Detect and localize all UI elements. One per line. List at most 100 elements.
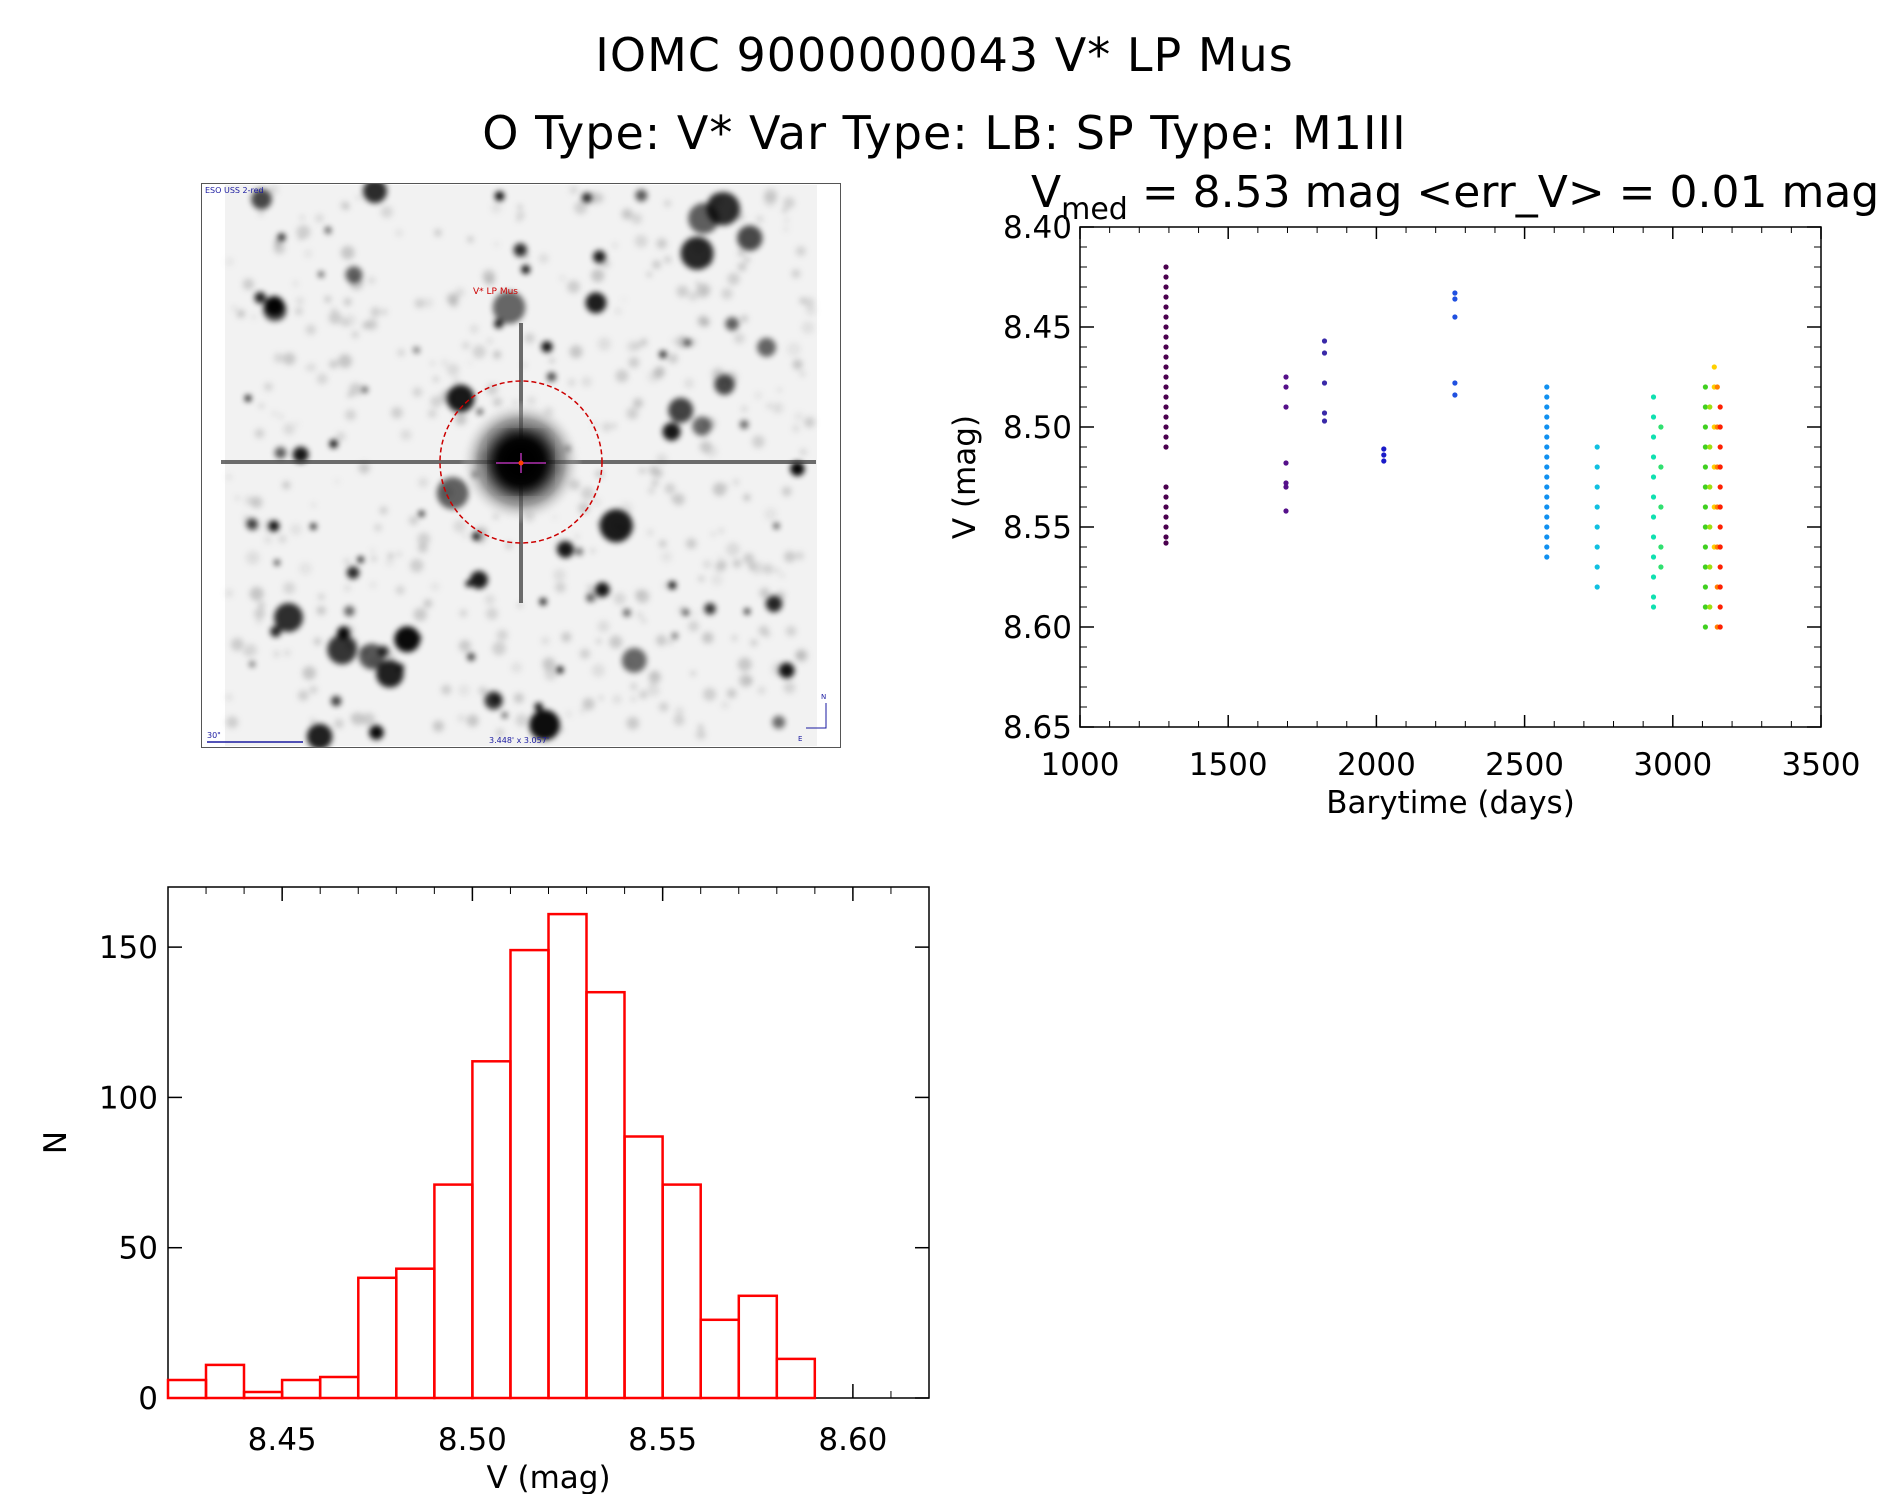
field-star bbox=[757, 337, 777, 357]
field-star bbox=[344, 605, 355, 617]
histogram-bar bbox=[737, 1294, 779, 1400]
data-point bbox=[1711, 464, 1717, 470]
data-point bbox=[1452, 296, 1458, 302]
data-point bbox=[1163, 534, 1169, 540]
data-point bbox=[1717, 584, 1723, 590]
data-point bbox=[1702, 384, 1708, 390]
data-point bbox=[1163, 264, 1169, 270]
field-star bbox=[557, 541, 574, 558]
field-star bbox=[556, 666, 564, 674]
object-type-line: O Type: V* Var Type: LB: SP Type: M1III bbox=[482, 106, 1407, 160]
data-point bbox=[1544, 484, 1550, 490]
y-tick-label: 8.60 bbox=[1003, 610, 1072, 646]
data-point bbox=[1163, 274, 1169, 280]
field-star bbox=[476, 408, 484, 416]
data-point bbox=[1714, 464, 1720, 470]
field-star bbox=[594, 582, 610, 598]
data-point bbox=[1702, 464, 1708, 470]
data-point bbox=[1163, 414, 1169, 420]
data-point bbox=[1658, 544, 1664, 550]
field-star bbox=[765, 595, 783, 613]
data-point bbox=[1650, 574, 1657, 580]
field-star bbox=[277, 233, 286, 242]
data-point bbox=[1163, 314, 1169, 320]
data-point bbox=[1544, 544, 1550, 550]
data-point bbox=[1163, 364, 1169, 370]
north-label: N bbox=[821, 693, 826, 701]
light-curve-xlabel: Barytime (days) bbox=[1326, 785, 1575, 821]
x-tick-label: 8.45 bbox=[248, 1422, 317, 1458]
histogram-bar bbox=[699, 1318, 740, 1400]
field-star bbox=[251, 188, 272, 210]
data-point bbox=[1702, 404, 1708, 410]
data-point bbox=[1544, 554, 1550, 560]
data-point bbox=[1163, 384, 1169, 390]
data-point bbox=[1702, 444, 1708, 450]
field-star bbox=[683, 338, 692, 347]
data-point bbox=[1452, 290, 1458, 296]
compass bbox=[806, 703, 827, 729]
data-point bbox=[1163, 304, 1169, 310]
data-point bbox=[1381, 452, 1387, 458]
page-title: IOMC 9000000043 V* LP Mus bbox=[595, 28, 1294, 82]
data-point bbox=[1714, 424, 1720, 430]
y-tick-label: 100 bbox=[99, 1080, 158, 1116]
title-v: V bbox=[1031, 167, 1061, 218]
field-star bbox=[659, 350, 667, 359]
light-curve-ylabel: V (mag) bbox=[947, 415, 983, 539]
data-point bbox=[1650, 474, 1657, 480]
x-tick-label: 2500 bbox=[1485, 747, 1564, 783]
field-star bbox=[744, 608, 751, 615]
data-point bbox=[1650, 514, 1657, 520]
field-star bbox=[306, 723, 333, 748]
field-star bbox=[244, 394, 252, 402]
field-star bbox=[329, 439, 338, 449]
data-point bbox=[1714, 584, 1720, 590]
data-point bbox=[1163, 504, 1169, 510]
field-star bbox=[492, 291, 526, 324]
data-point bbox=[1283, 460, 1289, 466]
light-curve-title: Vmed = 8.53 mag <err_V> = 0.01 mag bbox=[1031, 167, 1879, 227]
data-point bbox=[1714, 384, 1720, 390]
data-point bbox=[1594, 584, 1600, 590]
field-star bbox=[415, 634, 422, 641]
data-point bbox=[1702, 484, 1708, 490]
data-point bbox=[1163, 524, 1169, 530]
field-star bbox=[725, 317, 739, 331]
y-tick-label: 8.55 bbox=[1003, 510, 1072, 546]
data-point bbox=[1283, 508, 1289, 514]
field-star bbox=[575, 547, 584, 556]
data-point bbox=[1163, 284, 1169, 290]
data-point bbox=[1702, 584, 1708, 590]
field-star bbox=[692, 416, 712, 436]
field-star bbox=[680, 236, 714, 270]
data-point bbox=[1163, 424, 1169, 430]
y-tick-label: 150 bbox=[99, 930, 158, 966]
field-star bbox=[274, 446, 287, 459]
data-point bbox=[1283, 484, 1289, 490]
x-tick-label: 8.55 bbox=[628, 1422, 697, 1458]
field-star bbox=[529, 709, 560, 741]
field-star bbox=[292, 446, 309, 463]
field-star bbox=[394, 626, 421, 653]
data-point bbox=[1717, 484, 1723, 490]
field-star bbox=[541, 341, 553, 353]
target-circle bbox=[439, 380, 603, 544]
data-point bbox=[1283, 404, 1289, 410]
data-point bbox=[1594, 564, 1600, 570]
field-star bbox=[501, 712, 508, 719]
field-star bbox=[317, 271, 325, 278]
data-point bbox=[1321, 418, 1328, 424]
field-star bbox=[586, 593, 595, 603]
data-point bbox=[1717, 504, 1723, 510]
histogram-bar bbox=[471, 1060, 512, 1400]
data-point bbox=[1544, 534, 1550, 540]
histogram-ylabel: N bbox=[38, 1131, 74, 1154]
histogram-bar bbox=[242, 1390, 284, 1400]
field-star bbox=[274, 559, 281, 566]
survey-label: ESO USS 2-red bbox=[205, 186, 264, 195]
field-star bbox=[345, 266, 363, 284]
histogram-bar bbox=[547, 912, 588, 1400]
data-point bbox=[1717, 444, 1723, 450]
data-point bbox=[1163, 494, 1169, 500]
